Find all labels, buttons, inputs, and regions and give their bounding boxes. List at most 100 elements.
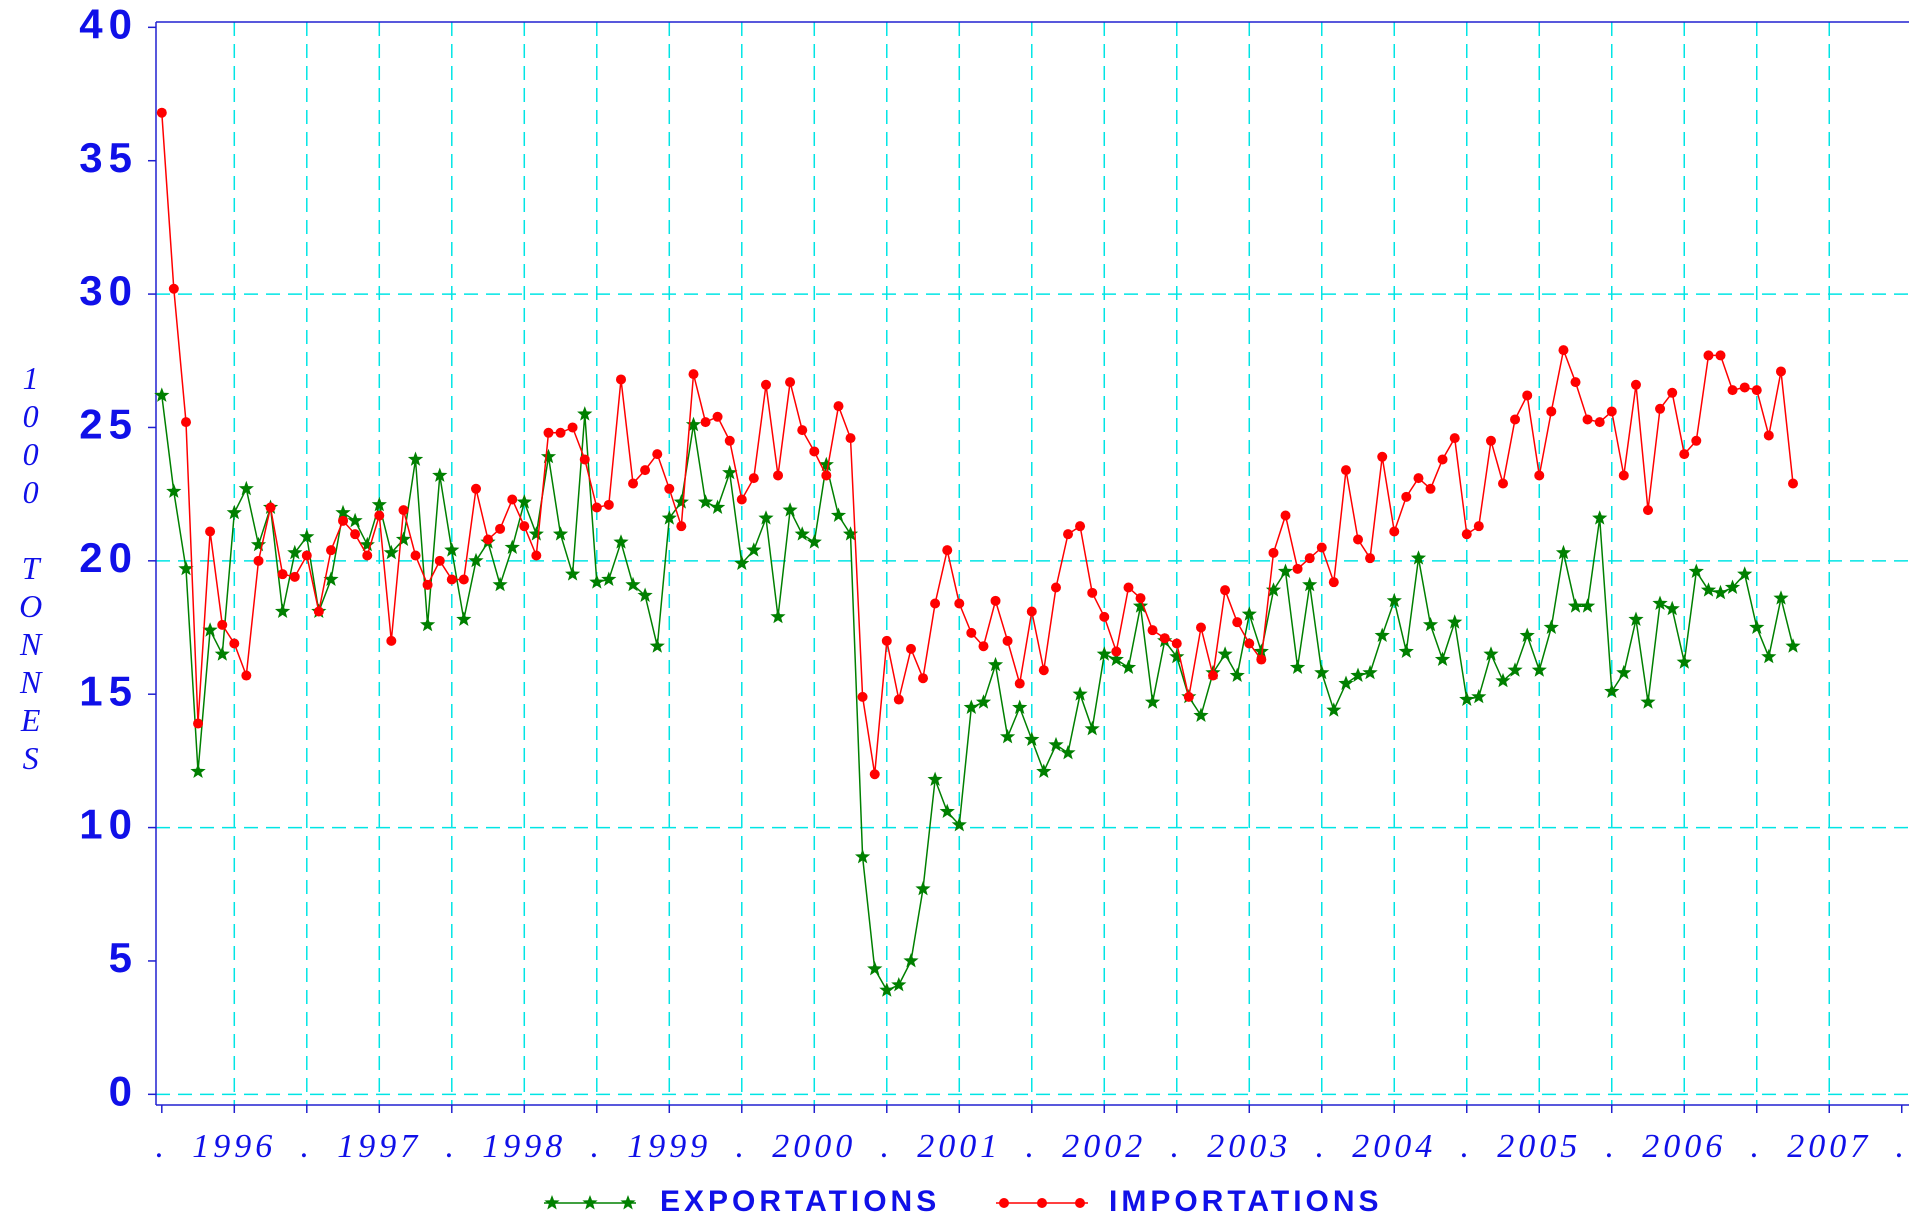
y-tick-label: 15 [79, 667, 138, 714]
y-tick-label: 0 [109, 1067, 138, 1114]
y-tick-label: 35 [79, 134, 138, 181]
circle-marker [676, 521, 687, 532]
star-marker [915, 880, 931, 896]
star-marker [613, 534, 629, 549]
circle-marker [1220, 585, 1231, 596]
x-tick-label: . [1606, 1128, 1619, 1165]
star-marker [1302, 576, 1318, 592]
x-tick-label: 2006 [1642, 1128, 1726, 1165]
circle-marker [326, 545, 337, 556]
star-marker [1531, 662, 1547, 677]
star-marker [1132, 598, 1149, 613]
star-marker [1483, 646, 1499, 661]
circle-marker [1038, 665, 1049, 676]
star-marker [1169, 648, 1185, 664]
circle-marker [205, 526, 216, 537]
legend-marker [1037, 1198, 1047, 1208]
circle-marker [1618, 470, 1629, 481]
circle-marker [1159, 633, 1170, 644]
star-marker [1507, 662, 1523, 677]
x-tick-label: 1997 [337, 1128, 421, 1165]
circle-marker [1522, 390, 1533, 401]
x-tick-label: . [1316, 1128, 1329, 1165]
star-marker [504, 539, 520, 554]
circle-marker [483, 534, 494, 545]
x-tick-label: . [1461, 1128, 1474, 1165]
star-marker [637, 587, 653, 602]
x-tick-label: . [301, 1128, 314, 1165]
star-marker [492, 576, 508, 592]
x-tick-label: 2002 [1062, 1128, 1146, 1165]
circle-marker [809, 446, 820, 457]
star-marker [818, 456, 834, 472]
star-marker [359, 536, 375, 552]
circle-marker [1135, 593, 1146, 604]
x-tick-label: . [1751, 1128, 1764, 1165]
x-tick-label: 1996 [192, 1128, 276, 1165]
x-tick-label: 2007 [1787, 1128, 1871, 1165]
star-marker [1036, 763, 1052, 778]
star-marker [1144, 694, 1161, 709]
series-line [161, 395, 1794, 992]
star-marker [842, 526, 859, 541]
circle-marker [1655, 403, 1666, 414]
circle-marker [1534, 470, 1545, 481]
star-marker [987, 656, 1004, 672]
x-tick-label: . [1026, 1128, 1039, 1165]
circle-marker [410, 550, 421, 561]
star-marker [601, 571, 617, 586]
star-marker [1773, 590, 1789, 605]
circle-marker [1099, 611, 1110, 622]
circle-marker [313, 606, 324, 617]
star-marker [1604, 683, 1620, 698]
star-marker [323, 571, 339, 586]
circle-marker [374, 510, 385, 521]
star-marker [1447, 614, 1463, 629]
circle-marker [1582, 414, 1593, 425]
star-marker [1471, 688, 1487, 704]
circle-marker [990, 595, 1001, 606]
circle-marker [833, 401, 844, 412]
series-line [161, 112, 1794, 775]
star-marker [1410, 550, 1427, 565]
star-marker [1120, 659, 1137, 674]
circle-marker [265, 502, 276, 513]
star-marker [444, 542, 460, 557]
star-marker [1459, 691, 1475, 706]
star-marker [1664, 600, 1680, 616]
y-tick-label: 25 [79, 401, 138, 448]
circle-marker [797, 425, 808, 436]
star-marker [190, 763, 206, 778]
circle-marker [869, 769, 880, 780]
y-tick-label: 40 [79, 0, 138, 47]
star-marker [1785, 638, 1801, 653]
star-marker [395, 531, 412, 546]
circle-marker [241, 670, 252, 681]
circle-marker [156, 107, 167, 118]
star-marker [685, 416, 702, 432]
circle-marker [350, 529, 361, 540]
legend-marker [620, 1195, 636, 1210]
star-marker [420, 616, 436, 632]
star-marker [1761, 648, 1777, 664]
circle-marker [1353, 534, 1364, 545]
circle-marker [193, 718, 204, 729]
circle-marker [1425, 483, 1436, 494]
star-marker [1314, 664, 1330, 680]
star-marker [758, 510, 774, 525]
circle-marker [555, 427, 566, 438]
circle-marker [471, 483, 482, 494]
circle-marker [1063, 529, 1074, 540]
star-marker [516, 494, 532, 509]
star-marker [1567, 598, 1584, 613]
circle-marker [398, 505, 409, 516]
circle-marker [1316, 542, 1327, 553]
circle-marker [1232, 617, 1243, 628]
x-tick-label: . [446, 1128, 459, 1165]
legend-marker [999, 1198, 1009, 1208]
circle-marker [458, 574, 469, 585]
circle-marker [1679, 449, 1690, 460]
star-marker [589, 574, 605, 589]
circle-marker [700, 417, 711, 428]
star-marker [782, 502, 798, 517]
